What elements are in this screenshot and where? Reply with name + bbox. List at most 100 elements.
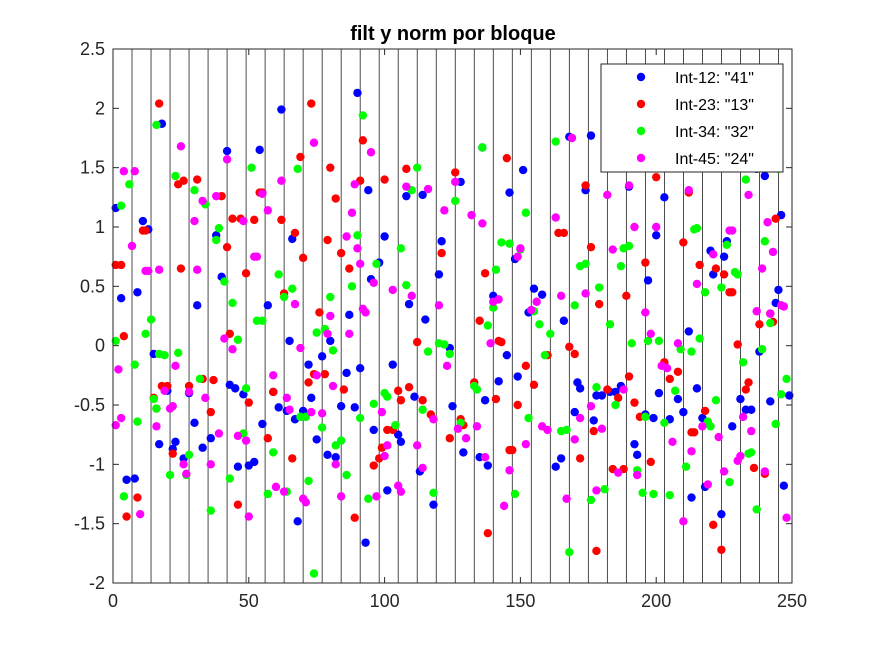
data-point (641, 308, 650, 317)
data-point (309, 138, 319, 147)
data-point (749, 463, 759, 473)
x-tick-label: 250 (777, 591, 807, 611)
data-point (717, 545, 726, 554)
data-point (154, 265, 164, 274)
data-point (116, 294, 126, 303)
data-point (364, 186, 373, 195)
data-point (233, 462, 243, 471)
data-point (228, 345, 237, 354)
data-point (472, 422, 482, 431)
data-point (383, 441, 392, 450)
data-point (570, 407, 579, 417)
data-point (323, 235, 332, 245)
data-point (546, 329, 555, 338)
data-point (130, 474, 139, 483)
data-point (380, 451, 389, 461)
legend-marker (636, 126, 646, 136)
data-point (782, 513, 791, 522)
data-point (190, 418, 199, 427)
data-point (298, 253, 308, 263)
data-point (434, 270, 444, 279)
data-point (263, 434, 273, 443)
data-point (244, 398, 253, 407)
data-point (317, 423, 327, 432)
data-point (263, 489, 273, 499)
data-point (269, 387, 278, 397)
data-point (521, 439, 531, 449)
data-point (709, 520, 718, 530)
data-point (225, 329, 234, 338)
data-point (195, 374, 205, 384)
data-point (505, 188, 514, 197)
data-point (396, 487, 406, 496)
data-point (451, 196, 460, 206)
data-point (247, 163, 256, 172)
data-point (472, 385, 482, 394)
data-point (681, 462, 691, 471)
data-point (559, 228, 569, 238)
data-point (603, 190, 612, 200)
data-point (616, 261, 626, 271)
y-tick-label: 0.5 (80, 276, 105, 296)
data-point (391, 420, 400, 430)
data-point (358, 111, 368, 120)
data-point (757, 264, 767, 273)
data-point (717, 509, 726, 519)
data-point (521, 208, 531, 217)
data-point (673, 367, 683, 376)
data-point (478, 143, 487, 152)
legend-label: Int-12: "41" (675, 70, 754, 87)
data-point (380, 175, 389, 184)
data-point (301, 412, 311, 422)
data-point (179, 460, 188, 469)
data-point (423, 184, 433, 194)
data-point (695, 334, 704, 343)
data-point (258, 189, 267, 198)
data-point (393, 386, 403, 395)
data-point (673, 339, 683, 348)
data-point (336, 248, 346, 258)
data-point (513, 400, 522, 410)
data-point (725, 477, 734, 487)
data-point (396, 396, 406, 405)
data-point (138, 216, 148, 226)
data-point (228, 298, 237, 308)
y-tick-label: 1.5 (80, 158, 105, 178)
data-point (160, 386, 169, 395)
data-point (179, 176, 188, 185)
data-point (402, 280, 411, 290)
data-point (307, 393, 316, 403)
data-point (605, 320, 615, 329)
data-point (119, 331, 129, 341)
data-point (345, 329, 354, 338)
data-point (586, 401, 596, 411)
data-point (331, 460, 340, 469)
data-point (263, 301, 273, 310)
data-point (326, 292, 335, 302)
data-point (377, 407, 387, 417)
legend: Int-12: "41" Int-23: "13" Int-34: "32" Int-… (600, 63, 784, 173)
x-tick-label: 0 (108, 591, 118, 611)
data-point (529, 284, 539, 293)
data-point (567, 133, 577, 143)
data-point (673, 394, 683, 404)
data-point (589, 416, 598, 425)
legend-item: Int-12: "41" (636, 70, 754, 87)
legend-label: Int-45: "24" (675, 151, 754, 168)
data-point (516, 244, 525, 253)
data-point (133, 493, 142, 502)
legend-marker (636, 153, 646, 163)
data-point (250, 457, 259, 467)
data-point (570, 435, 579, 444)
data-point (388, 360, 397, 369)
data-point (763, 218, 772, 227)
data-point (575, 413, 585, 423)
data-point (556, 291, 566, 301)
data-point (592, 546, 601, 556)
data-point (483, 321, 493, 330)
data-point (711, 264, 721, 273)
data-point (165, 470, 175, 480)
data-point (774, 285, 783, 295)
data-point (184, 381, 194, 391)
data-point (423, 347, 433, 356)
